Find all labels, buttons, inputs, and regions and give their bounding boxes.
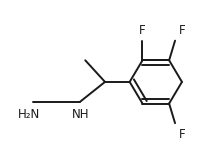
Text: F: F (139, 24, 146, 37)
Text: F: F (179, 24, 185, 37)
Text: F: F (179, 128, 185, 141)
Text: H₂N: H₂N (18, 108, 40, 121)
Text: NH: NH (71, 108, 89, 121)
